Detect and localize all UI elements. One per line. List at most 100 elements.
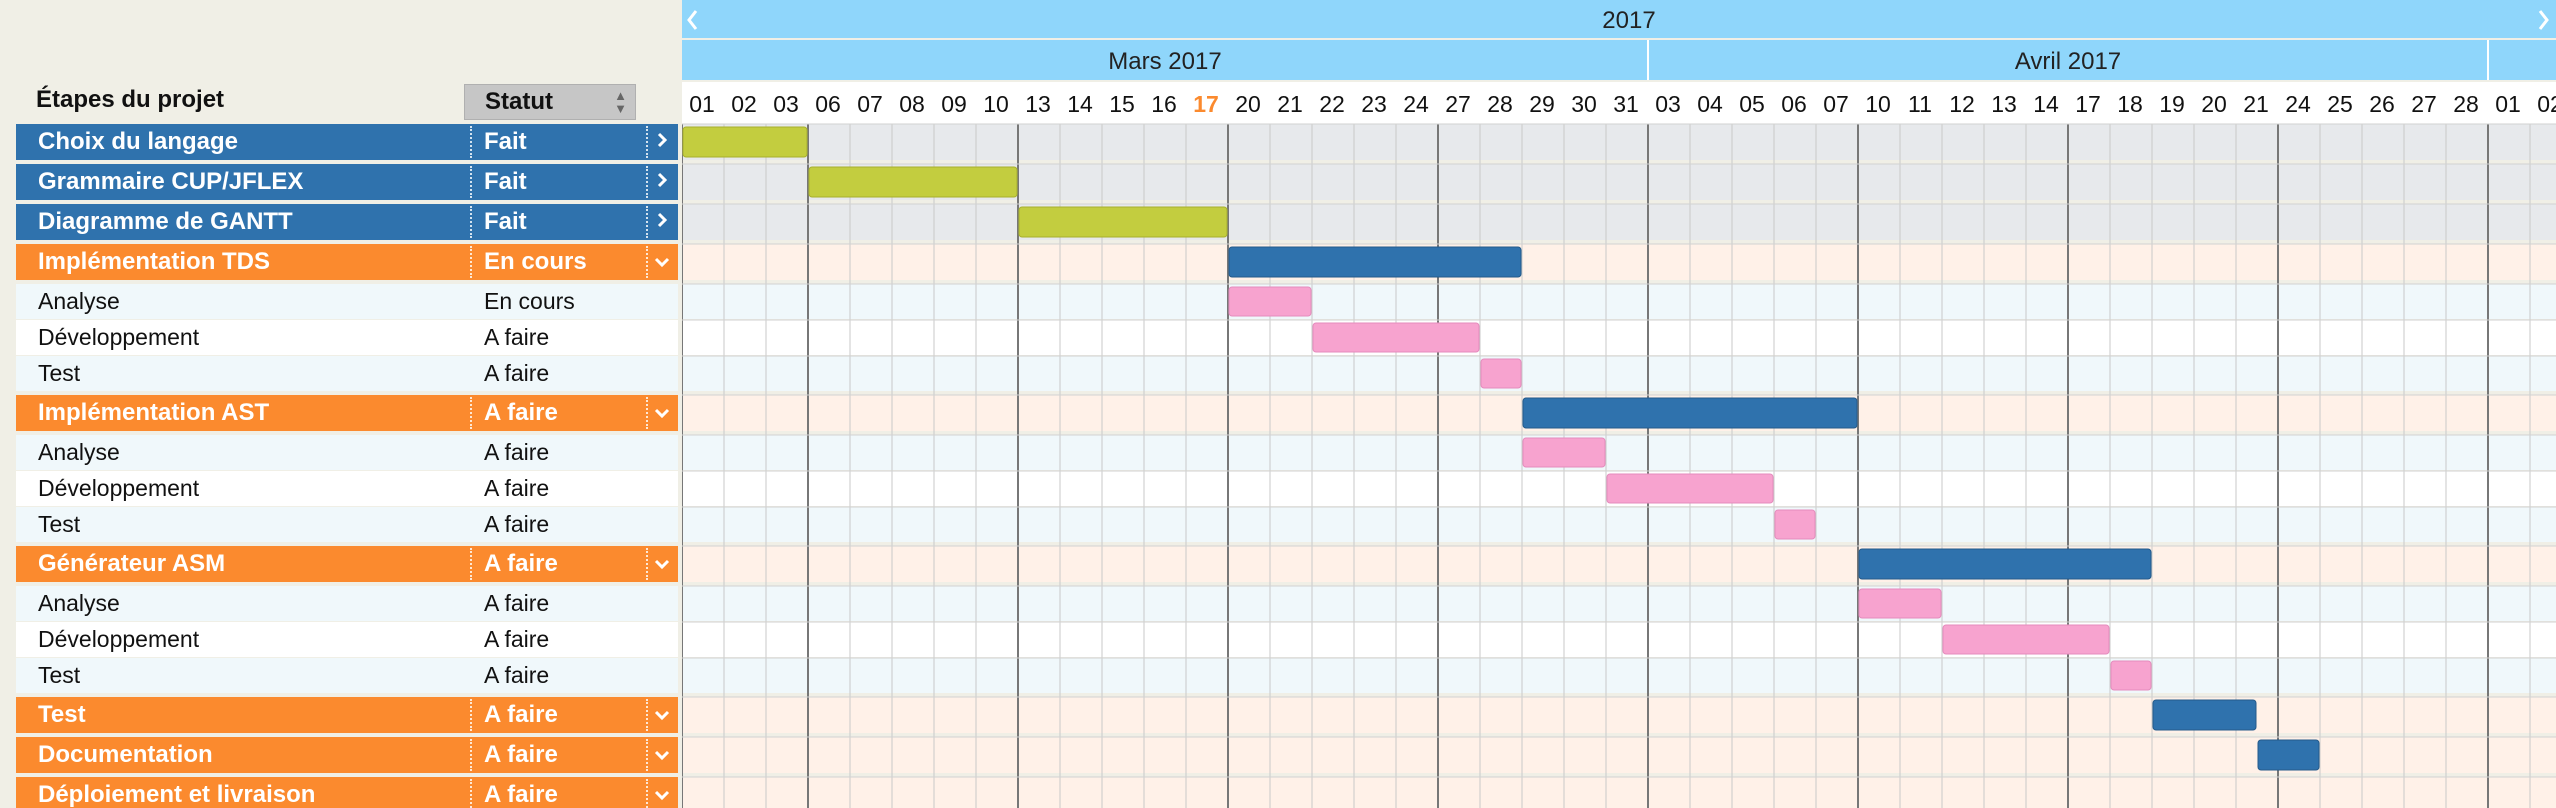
task-name: Test: [38, 701, 86, 728]
gantt-row-bg: [682, 507, 2556, 542]
task-bar-done[interactable]: [808, 166, 1018, 198]
subtask-bar[interactable]: [2110, 660, 2152, 691]
task-name: Générateur ASM: [38, 550, 226, 577]
task-list-panel: Étapes du projet Statut ▲ ▼ Choix du lang…: [0, 0, 682, 808]
task-name: Développement: [38, 475, 200, 501]
day-label: 10: [1865, 91, 1891, 117]
task-status: A faire: [484, 475, 550, 501]
gantt-row-bg: [682, 320, 2556, 355]
day-label: 14: [1067, 91, 1093, 117]
task-status: A faire: [484, 701, 558, 728]
task-name: Test: [38, 511, 81, 537]
subtask-row[interactable]: Test A faire: [16, 356, 678, 391]
subtask-row[interactable]: Analyse En cours: [16, 284, 678, 319]
subtask-row[interactable]: Test A faire: [16, 658, 678, 693]
subtask-bar[interactable]: [1774, 509, 1816, 540]
day-label: 21: [1277, 91, 1303, 117]
task-bar-done[interactable]: [682, 126, 808, 158]
task-name: Grammaire CUP/JFLEX: [38, 168, 304, 195]
chevron-down-icon[interactable]: [646, 777, 678, 808]
month-label: Mars 2017: [1108, 48, 1221, 75]
task-row[interactable]: Déploiement et livraison A faire: [16, 777, 678, 808]
subtask-bar[interactable]: [1942, 624, 2110, 655]
task-row[interactable]: Grammaire CUP/JFLEX Fait: [16, 164, 678, 200]
day-label: 28: [2453, 91, 2479, 117]
task-row[interactable]: Choix du langage Fait: [16, 124, 678, 160]
day-label: 02: [2537, 91, 2556, 117]
column-divider: [470, 739, 472, 771]
sort-updown-icon[interactable]: ▲ ▼: [614, 88, 627, 116]
chevron-down-icon[interactable]: [646, 737, 678, 773]
task-bar[interactable]: [1522, 397, 1858, 429]
task-bar[interactable]: [1858, 548, 2152, 580]
task-status: A faire: [484, 399, 558, 426]
day-label: 25: [2327, 91, 2353, 117]
day-label-today: 17: [1193, 91, 1219, 117]
task-bar[interactable]: [1228, 246, 1522, 278]
task-name: Analyse: [38, 590, 120, 616]
subtask-bar[interactable]: [1858, 588, 1942, 619]
day-label: 28: [1487, 91, 1513, 117]
subtask-bar[interactable]: [1522, 437, 1606, 468]
subtask-bar[interactable]: [1228, 286, 1312, 317]
task-bar-done[interactable]: [1018, 206, 1228, 238]
chevron-down-icon[interactable]: [646, 244, 678, 280]
day-label: 23: [1361, 91, 1387, 117]
task-row[interactable]: Test A faire: [16, 697, 678, 733]
task-row[interactable]: Diagramme de GANTT Fait: [16, 204, 678, 240]
task-name: Développement: [38, 626, 200, 652]
task-row[interactable]: Documentation A faire: [16, 737, 678, 773]
subtask-row[interactable]: Développement A faire: [16, 622, 678, 657]
task-bar[interactable]: [2257, 739, 2320, 771]
task-row[interactable]: Implémentation TDS En cours: [16, 244, 678, 280]
year-label: 2017: [1602, 7, 1655, 34]
day-label: 14: [2033, 91, 2059, 117]
subtask-bar[interactable]: [1480, 358, 1522, 389]
day-label: 07: [857, 91, 883, 117]
month-label: Avril 2017: [2015, 48, 2121, 75]
task-status: A faire: [484, 360, 550, 386]
day-label: 05: [1739, 91, 1765, 117]
chevron-right-icon[interactable]: [646, 204, 678, 240]
subtask-row[interactable]: Analyse A faire: [16, 586, 678, 621]
day-label: 31: [1613, 91, 1639, 117]
subtask-row[interactable]: Développement A faire: [16, 320, 678, 355]
day-label: 03: [1655, 91, 1681, 117]
task-status: A faire: [484, 662, 550, 688]
task-name: Choix du langage: [38, 128, 239, 155]
chevron-down-icon[interactable]: [646, 395, 678, 431]
subtask-row[interactable]: Développement A faire: [16, 471, 678, 506]
day-label: 21: [2243, 91, 2269, 117]
task-name: Déploiement et livraison: [38, 781, 316, 808]
task-row[interactable]: Implémentation AST A faire: [16, 395, 678, 431]
column-divider: [646, 699, 648, 731]
task-row[interactable]: Générateur ASM A faire: [16, 546, 678, 582]
task-name: Implémentation TDS: [38, 248, 271, 275]
subtask-bar[interactable]: [1606, 473, 1774, 504]
subtask-row[interactable]: Analyse A faire: [16, 435, 678, 470]
day-label: 07: [1823, 91, 1849, 117]
column-header-status[interactable]: Statut ▲ ▼: [464, 84, 636, 120]
gantt-row-bg: [682, 622, 2556, 657]
day-header-bg: [682, 82, 2556, 124]
task-status: A faire: [484, 781, 558, 808]
day-label: 11: [1908, 91, 1932, 117]
task-name: Implémentation AST: [38, 399, 270, 426]
task-bar[interactable]: [2152, 699, 2257, 731]
chevron-down-icon[interactable]: [646, 546, 678, 582]
day-label: 24: [2285, 91, 2311, 117]
gantt-row-bg: [682, 204, 2556, 240]
day-label: 17: [2075, 91, 2101, 117]
day-label: 09: [941, 91, 967, 117]
chevron-left-icon[interactable]: [687, 10, 698, 30]
subtask-row[interactable]: Test A faire: [16, 507, 678, 542]
column-divider: [470, 397, 472, 429]
chevron-right-icon[interactable]: [2538, 10, 2549, 30]
chevron-right-icon[interactable]: [646, 124, 678, 160]
task-status: Fait: [484, 168, 527, 195]
chevron-down-icon[interactable]: [646, 697, 678, 733]
subtask-bar[interactable]: [1312, 322, 1480, 353]
day-label: 24: [1403, 91, 1429, 117]
chevron-right-icon[interactable]: [646, 164, 678, 200]
